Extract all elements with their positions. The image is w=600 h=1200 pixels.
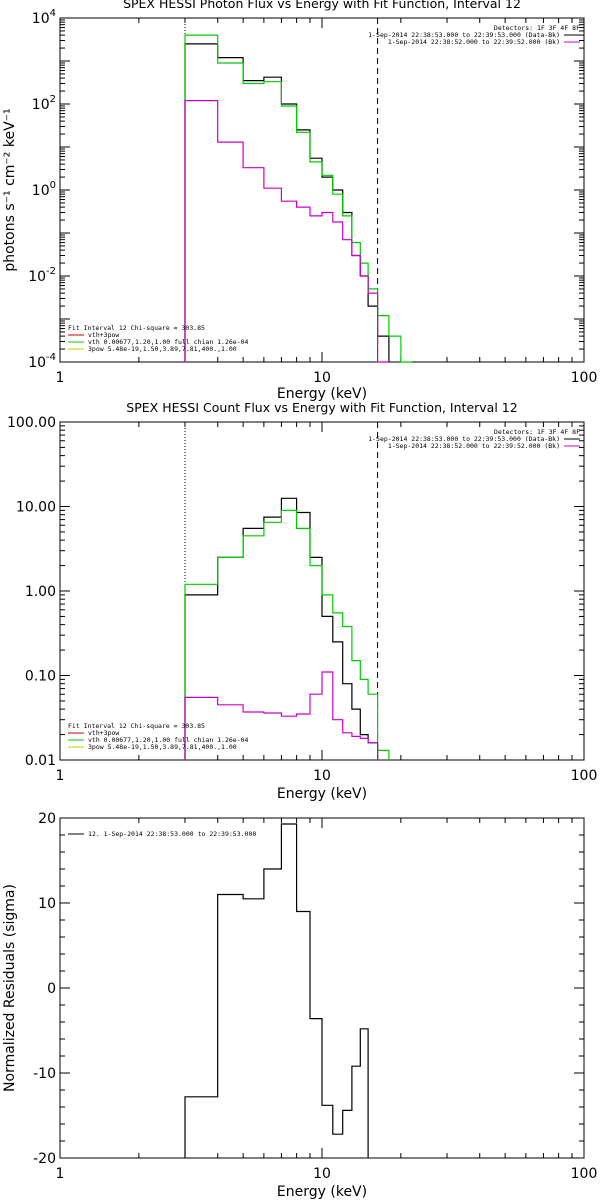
x-tick-label: 1 bbox=[56, 370, 65, 386]
x-tick-label: 10 bbox=[313, 768, 331, 784]
x-tick-label: 100 bbox=[571, 768, 598, 784]
y-tick-label: 0 bbox=[47, 981, 56, 997]
series-line-3 bbox=[184, 671, 379, 760]
y-tick-label: 10.00 bbox=[16, 500, 56, 516]
series-line-1 bbox=[184, 823, 369, 1158]
y-tick-base: 10 bbox=[28, 355, 46, 371]
x-tick-label: 10 bbox=[313, 370, 331, 386]
legend-entry: 1-Sep-2014 22:38:53.000 to 22:39:53.000 … bbox=[368, 435, 560, 443]
y-tick-label: -10 bbox=[33, 1066, 56, 1082]
y-tick-label: 100 bbox=[32, 180, 56, 199]
legend-entry: 12. 1-Sep-2014 22:38:53.000 to 22:39:53.… bbox=[88, 830, 256, 838]
y-tick-label: 0.01 bbox=[25, 753, 56, 769]
y-tick-base: 10 bbox=[32, 183, 50, 199]
x-axis-label: Energy (keV) bbox=[277, 386, 367, 402]
y-tick-label: 104 bbox=[32, 8, 56, 27]
legend-entry: vth 0.00677,1.20,1.00 full chian 1.26e-0… bbox=[88, 736, 249, 744]
legend-entry: 3pow 5.48e-19,1.50,3.89,7.81,400.,1.00 bbox=[88, 345, 237, 353]
y-tick-exponent: 0 bbox=[50, 180, 56, 191]
y-tick-label: -20 bbox=[33, 1151, 56, 1167]
y-tick-label: 10-4 bbox=[28, 352, 56, 371]
y-tick-label: 20 bbox=[38, 811, 56, 827]
series-line-3 bbox=[184, 100, 389, 363]
legend-detectors: Detectors: 1F 3F 4F 8F bbox=[494, 428, 580, 436]
plot-frame bbox=[59, 17, 585, 363]
y-tick-label: 1.00 bbox=[25, 584, 56, 600]
y-tick-exponent: -4 bbox=[46, 352, 56, 363]
y-tick-exponent: 4 bbox=[50, 8, 56, 19]
legend-entry: 1-Sep-2014 22:38:52.000 to 22:39:52.000 … bbox=[388, 38, 560, 46]
chart-title: SPEX HESSI Count Flux vs Energy with Fit… bbox=[126, 400, 517, 415]
y-tick-base: 10 bbox=[28, 269, 46, 285]
y-axis-label: photons s⁻¹ cm⁻² keV⁻¹ bbox=[2, 108, 18, 271]
y-axis-label: Normalized Residuals (sigma) bbox=[2, 884, 18, 1092]
chart-title: SPEX HESSI Photon Flux vs Energy with Fi… bbox=[123, 0, 521, 11]
series-line-2 bbox=[184, 509, 390, 760]
legend-entry: 1-Sep-2014 22:38:53.000 to 22:39:53.000 … bbox=[368, 31, 560, 39]
chart-panel-1: SPEX HESSI Photon Flux vs Energy with Fi… bbox=[2, 0, 597, 402]
y-tick-base: 10 bbox=[32, 97, 50, 113]
chart-panel-2: SPEX HESSI Count Flux vs Energy with Fit… bbox=[7, 400, 597, 802]
y-tick-label: 102 bbox=[32, 94, 56, 113]
legend-entry: vth+3pow bbox=[88, 331, 119, 339]
chart-panel-3: 1 10 100 -20 -10 0 10 20 Energy (keV) Normalized … bbox=[2, 811, 597, 1200]
legend-entry: 3pow 5.48e-19,1.50,3.89,7.81,400.,1.00 bbox=[88, 743, 237, 751]
y-tick-label: 10 bbox=[38, 896, 56, 912]
y-tick-label: 100.00 bbox=[7, 415, 56, 431]
legend-entry: vth 0.00677,1.20,1.00 full chian 1.26e-0… bbox=[88, 338, 249, 346]
y-tick-label: 0.10 bbox=[25, 669, 56, 685]
legend-entry: 1-Sep-2014 22:38:52.000 to 22:39:52.000 … bbox=[388, 442, 560, 450]
y-tick-label: 10-2 bbox=[28, 266, 56, 285]
legend-entry: vth+3pow bbox=[88, 729, 119, 737]
x-tick-label: 10 bbox=[313, 1166, 331, 1182]
y-tick-exponent: -2 bbox=[46, 266, 56, 277]
x-tick-label: 100 bbox=[571, 370, 598, 386]
x-tick-label: 1 bbox=[56, 1166, 65, 1182]
series-line-1 bbox=[184, 43, 390, 362]
y-tick-base: 10 bbox=[32, 11, 50, 27]
x-axis-label: Energy (keV) bbox=[277, 786, 367, 802]
x-tick-label: 1 bbox=[56, 768, 65, 784]
x-axis-label: Energy (keV) bbox=[277, 1184, 367, 1200]
y-tick-exponent: 2 bbox=[50, 94, 56, 105]
x-tick-label: 100 bbox=[571, 1166, 598, 1182]
legend-detectors: Detectors: 1F 3F 4F 8F bbox=[494, 24, 580, 32]
legend-fit-header: Fit Interval 12 Chi-square = 303.85 bbox=[68, 324, 205, 332]
legend-fit-header: Fit Interval 12 Chi-square = 303.85 bbox=[68, 722, 205, 730]
series-line-1 bbox=[184, 497, 379, 760]
plot-frame bbox=[59, 817, 585, 1159]
